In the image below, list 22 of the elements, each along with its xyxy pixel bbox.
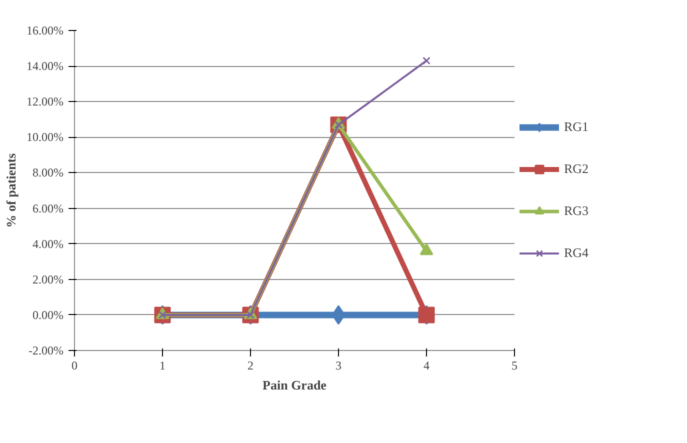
y-tick-label: 14.00%: [26, 59, 64, 74]
y-tick-label: 2.00%: [32, 272, 64, 286]
y-tick-label: 10.00%: [26, 130, 64, 144]
y-tick-label: 0.00%: [32, 308, 64, 322]
x-tick-label: 3: [336, 358, 342, 372]
legend-label: RG3: [564, 203, 590, 219]
legend-label: RG2: [564, 161, 590, 177]
y-tick-label: 16.00%: [26, 24, 64, 38]
x-tick-label: 4: [424, 358, 430, 372]
x-axis-title: Pain Grade: [262, 378, 327, 392]
legend-label: RG4: [564, 245, 590, 261]
x-tick-label: 5: [512, 358, 518, 372]
y-tick-label: 4.00%: [32, 236, 64, 251]
legend-label: RG1: [564, 119, 590, 135]
x-tick-label: 0: [72, 358, 78, 372]
y-tick-label: -2.00%: [28, 344, 64, 358]
x-tick-label: 2: [248, 358, 254, 372]
y-tick-label: 6.00%: [32, 201, 64, 216]
x-tick-label: 1: [160, 358, 166, 372]
y-tick-label: 12.00%: [26, 94, 64, 109]
y-axis-title: % of patients: [4, 153, 19, 228]
y-tick-label: 8.00%: [32, 166, 64, 180]
